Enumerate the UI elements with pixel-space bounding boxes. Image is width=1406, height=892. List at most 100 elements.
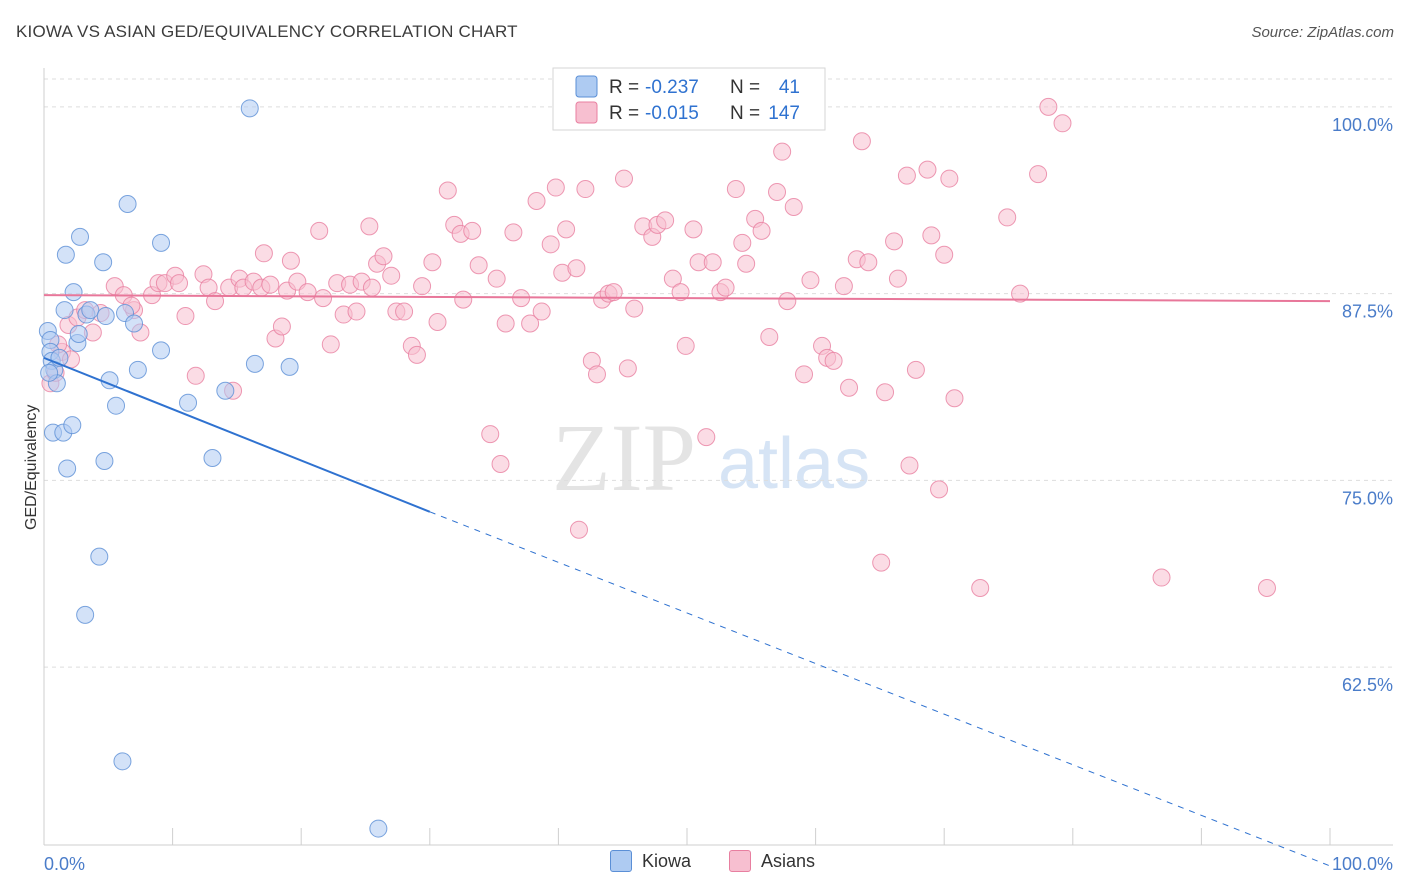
- asian-point: [703, 253, 722, 272]
- y-tick-label: 87.5%: [1342, 302, 1393, 322]
- kiowa-point: [55, 301, 74, 320]
- asian-point: [752, 221, 771, 240]
- asian-point: [656, 211, 675, 230]
- asian-point: [454, 290, 473, 309]
- trend-lines: [43, 294, 1331, 867]
- kiowa-point: [152, 341, 171, 360]
- asian-point: [1029, 165, 1048, 184]
- asian-point: [360, 217, 379, 236]
- asian-point: [186, 366, 205, 385]
- kiowa-point: [280, 357, 299, 376]
- legend-n-value-kiowa: 41: [779, 77, 800, 98]
- asian-point: [428, 313, 447, 332]
- asian-point: [1039, 97, 1058, 116]
- kiowa-trend-line: [43, 356, 431, 513]
- asian-point: [888, 269, 907, 288]
- asian-point: [773, 142, 792, 161]
- kiowa-point: [152, 233, 171, 252]
- asian-point: [176, 307, 195, 326]
- watermark-atlas: atlas: [718, 424, 870, 504]
- legend-r-value-kiowa: -0.237: [645, 77, 699, 98]
- asian-point: [272, 317, 291, 336]
- asian-point: [1053, 114, 1072, 133]
- asian-point: [310, 221, 329, 240]
- legend-swatch-kiowa: [575, 75, 598, 98]
- x-tick-label: 100.0%: [1332, 854, 1393, 874]
- kiowa-point: [71, 227, 90, 246]
- legend-n-label-asians: N =: [730, 103, 760, 124]
- asian-points: [41, 97, 1276, 597]
- asian-point: [760, 327, 779, 346]
- source-label: Source: ZipAtlas.com: [1251, 24, 1394, 41]
- kiowa-point: [94, 253, 113, 272]
- asian-point: [469, 256, 488, 275]
- asian-point: [876, 383, 895, 402]
- asian-point: [541, 235, 560, 254]
- asian-point: [671, 283, 690, 302]
- asian-point: [834, 277, 853, 296]
- asian-point: [663, 269, 682, 288]
- series-legend: Kiowa Asians: [610, 850, 843, 872]
- kiowa-point: [203, 448, 222, 467]
- asian-point: [463, 221, 482, 240]
- kiowa-point: [128, 360, 147, 379]
- grid-lines: [44, 78, 1393, 668]
- kiowa-points: [38, 99, 388, 838]
- axes: [43, 68, 1393, 846]
- correlation-legend: R = -0.237 N = 41 R = -0.015 N = 147: [552, 67, 826, 131]
- asian-point: [1011, 284, 1030, 303]
- kiowa-point: [118, 194, 137, 213]
- asian-point: [298, 283, 317, 302]
- asian-point: [716, 278, 735, 297]
- asian-point: [676, 336, 695, 355]
- asian-point: [1152, 568, 1171, 587]
- asian-point: [604, 283, 623, 302]
- asian-point: [930, 480, 949, 499]
- asian-point: [872, 553, 891, 572]
- asian-point: [918, 160, 937, 179]
- asian-point: [587, 365, 606, 384]
- kiowa-point: [56, 245, 75, 264]
- asian-point: [487, 269, 506, 288]
- chart-title: KIOWA VS ASIAN GED/EQUIVALENCY CORRELATI…: [16, 22, 518, 41]
- asians-label: Asians: [761, 850, 816, 871]
- kiowa-point: [96, 307, 115, 326]
- kiowa-point: [369, 819, 388, 838]
- kiowa-label: Kiowa: [642, 850, 692, 871]
- kiowa-point: [245, 354, 264, 373]
- asian-point: [768, 183, 787, 202]
- asian-point: [784, 197, 803, 216]
- asian-point: [546, 178, 565, 197]
- asian-point: [625, 299, 644, 318]
- asian-point: [726, 180, 745, 199]
- kiowa-swatch: [610, 850, 632, 872]
- asian-point: [170, 274, 189, 293]
- asian-point: [532, 302, 551, 321]
- kiowa-point: [76, 605, 95, 624]
- kiowa-point: [113, 752, 132, 771]
- asian-point: [254, 244, 273, 263]
- asian-point: [801, 271, 820, 290]
- asian-point: [569, 520, 588, 539]
- legend-swatch-asians: [575, 101, 598, 124]
- asian-point: [521, 314, 540, 333]
- asian-point: [733, 233, 752, 252]
- legend-r-label-asians: R =: [609, 103, 639, 124]
- asian-point: [413, 277, 432, 296]
- tick-labels: 62.5% 75.0% 87.5% 100.0% 0.0% 100.0%: [44, 115, 1393, 874]
- asian-point: [527, 191, 546, 210]
- asian-point: [971, 578, 990, 597]
- asian-point: [795, 365, 814, 384]
- asian-point: [314, 289, 333, 308]
- asian-point: [374, 247, 393, 266]
- asian-point: [945, 389, 964, 408]
- kiowa-point: [69, 324, 88, 343]
- y-tick-label: 62.5%: [1342, 675, 1393, 695]
- asian-point: [935, 245, 954, 264]
- kiowa-point: [125, 314, 144, 333]
- asian-trend-line: [43, 294, 1331, 303]
- asian-point: [852, 132, 871, 151]
- asian-point: [395, 302, 414, 321]
- legend-r-label-kiowa: R =: [609, 77, 639, 98]
